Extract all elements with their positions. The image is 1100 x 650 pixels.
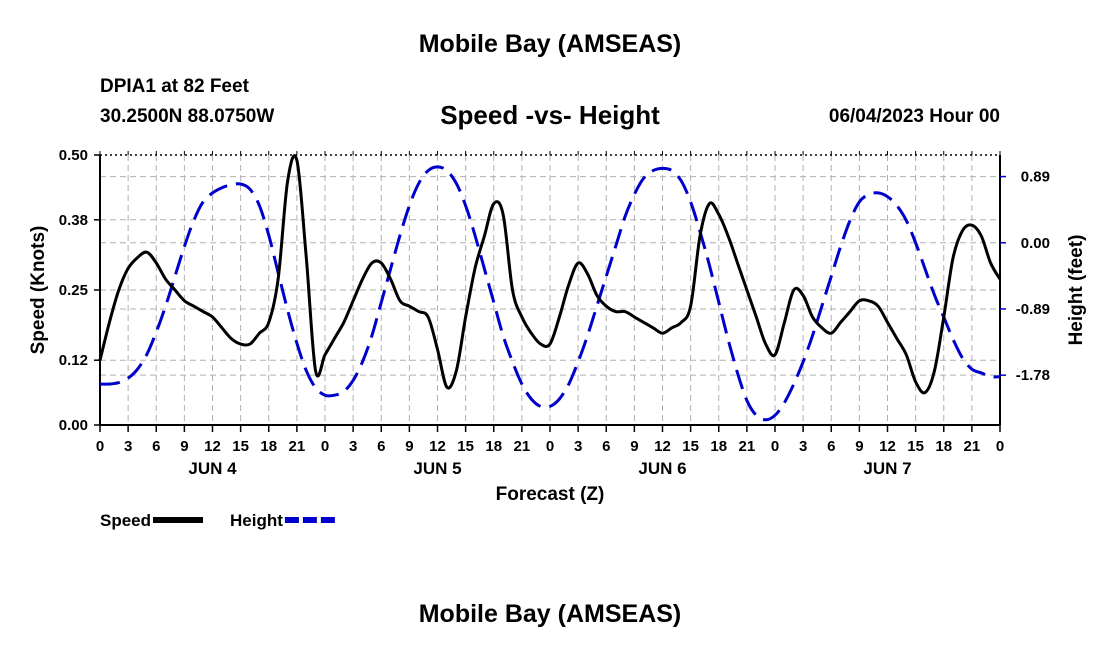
x-tick-label: 18 <box>935 438 952 455</box>
x-tick-label: 12 <box>429 438 446 455</box>
x-tick-label: 0 <box>996 438 1004 455</box>
x-tick-label: 9 <box>630 438 638 455</box>
x-tick-label: 6 <box>152 438 160 455</box>
y-tick-label: 0.12 <box>59 352 88 369</box>
y-axis-title: Speed (Knots) <box>28 226 49 355</box>
day-label: JUN 7 <box>863 459 911 478</box>
x-tick-label: 6 <box>602 438 610 455</box>
x-tick-label: 15 <box>907 438 924 455</box>
y2-tick-label: -0.89 <box>1016 301 1050 318</box>
station-coords: 30.2500N 88.0750W <box>100 106 275 127</box>
x-tick-label: 6 <box>377 438 385 455</box>
chart-subtitle: Speed -vs- Height <box>440 100 660 130</box>
y-tick-label: 0.25 <box>59 282 88 299</box>
x-tick-label: 18 <box>260 438 277 455</box>
y-tick-label: 0.00 <box>59 417 88 434</box>
x-tick-label: 6 <box>827 438 835 455</box>
x-tick-label: 21 <box>514 438 531 455</box>
x-tick-label: 15 <box>457 438 474 455</box>
x-tick-label: 9 <box>405 438 413 455</box>
x-tick-label: 18 <box>710 438 727 455</box>
y2-axis-title: Height (feet) <box>1066 235 1087 346</box>
y2-tick-label: -1.78 <box>1016 367 1050 384</box>
x-tick-label: 9 <box>855 438 863 455</box>
legend-label-height: Height <box>230 511 283 530</box>
footer-title: Mobile Bay (AMSEAS) <box>418 600 682 628</box>
x-tick-label: 18 <box>485 438 502 455</box>
forecast-datetime: 06/04/2023 Hour 00 <box>828 106 1000 127</box>
x-tick-label: 12 <box>654 438 671 455</box>
x-tick-label: 3 <box>349 438 357 455</box>
x-tick-label: 12 <box>879 438 896 455</box>
day-label: JUN 6 <box>638 459 686 478</box>
legend-label-speed: Speed <box>100 511 151 530</box>
x-tick-label: 12 <box>204 438 221 455</box>
series-line-speed <box>98 154 1002 395</box>
page-title: Mobile Bay (AMSEAS) <box>418 30 682 58</box>
x-tick-label: 21 <box>964 438 981 455</box>
x-tick-label: 9 <box>180 438 188 455</box>
x-tick-label: 0 <box>96 438 104 455</box>
x-tick-label: 15 <box>682 438 699 455</box>
station-label: DPIA1 at 82 Feet <box>100 76 249 97</box>
y2-tick-label: 0.00 <box>1021 235 1050 252</box>
day-label: JUN 4 <box>188 459 237 478</box>
y2-tick-label: 0.89 <box>1021 169 1050 186</box>
x-tick-label: 0 <box>771 438 779 455</box>
x-axis-title: Forecast (Z) <box>496 484 605 505</box>
x-tick-label: 21 <box>289 438 306 455</box>
x-tick-label: 21 <box>739 438 756 455</box>
y-tick-label: 0.38 <box>59 212 88 229</box>
x-tick-label: 3 <box>574 438 582 455</box>
x-tick-label: 3 <box>124 438 132 455</box>
x-tick-label: 0 <box>321 438 329 455</box>
x-tick-label: 3 <box>799 438 807 455</box>
y-tick-label: 0.50 <box>59 147 88 164</box>
x-tick-label: 0 <box>546 438 554 455</box>
x-tick-label: 15 <box>232 438 249 455</box>
day-label: JUN 5 <box>413 459 461 478</box>
series-line-height <box>99 165 1001 422</box>
